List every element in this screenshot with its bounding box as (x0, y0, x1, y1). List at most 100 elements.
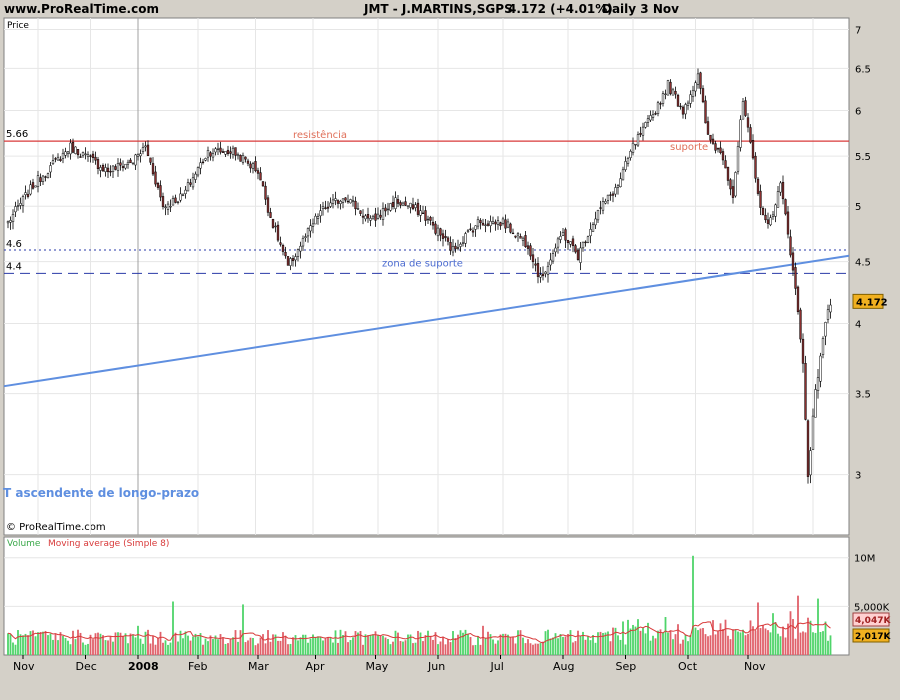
candle-body (234, 147, 237, 156)
volume-bar (799, 632, 802, 655)
volume-bar (187, 635, 189, 655)
volume-bar (419, 632, 422, 655)
volume-bar (542, 641, 544, 655)
volume-bar (409, 634, 412, 655)
x-tick-label: Feb (188, 660, 207, 673)
candle-body (441, 233, 445, 239)
volume-bar (619, 639, 622, 655)
volume-bar (462, 632, 464, 655)
candle-body (506, 221, 510, 228)
volume-bar (202, 644, 204, 655)
candle-body (211, 153, 215, 158)
candle-body (131, 162, 135, 164)
candle-body (261, 181, 265, 187)
volume-bar (737, 631, 739, 655)
candle-body (146, 144, 150, 157)
candle-body (656, 102, 660, 114)
volume-bar (479, 644, 482, 655)
candle-body (334, 198, 337, 201)
volume-bar (32, 630, 34, 655)
volume-bar (359, 631, 362, 655)
volume-bar (509, 637, 512, 655)
volume-bar (767, 630, 769, 655)
candle-body (799, 309, 802, 340)
candle-body (571, 238, 575, 246)
volume-bar (19, 634, 22, 655)
site-url[interactable]: www.ProRealTime.com (4, 2, 159, 16)
candle-body (126, 161, 130, 165)
volume-bar (739, 632, 742, 655)
volume-bar (537, 643, 539, 655)
volume-bar (452, 631, 454, 655)
volume-bar (577, 630, 579, 655)
volume-bar (459, 630, 462, 655)
candle-body (741, 101, 745, 120)
volume-bar (637, 619, 639, 655)
candle-body (734, 172, 737, 197)
volume-bar (777, 633, 779, 655)
volume-bar (317, 636, 319, 655)
volume-bar (807, 617, 809, 655)
candle-body (456, 247, 460, 249)
candle-body (344, 197, 347, 201)
candle-body (339, 201, 342, 204)
volume-bar (549, 638, 552, 655)
volume-bar (89, 634, 92, 655)
candle-body (369, 218, 372, 221)
volume-bar (337, 642, 339, 655)
candle-body (346, 200, 350, 203)
candle-body (479, 220, 482, 224)
volume-bar (734, 629, 737, 655)
candle-body (579, 247, 582, 263)
volume-bar (259, 637, 262, 655)
candle-body (701, 88, 705, 103)
volume-bar (164, 640, 167, 655)
volume-bar (297, 640, 299, 655)
candle-body (499, 222, 502, 227)
candle-body (244, 156, 247, 160)
volume-bar (14, 644, 17, 655)
candle-body (61, 152, 65, 159)
volume-bar (717, 631, 719, 655)
volume-bar (519, 630, 522, 655)
candle-body (51, 160, 55, 164)
volume-bar (732, 629, 734, 655)
volume-bar (534, 643, 537, 655)
candle-body (164, 206, 167, 209)
volume-bar (632, 624, 634, 655)
candle-body (216, 148, 220, 150)
candle-body (139, 153, 142, 157)
volume-bar (364, 634, 367, 655)
candle-body (151, 163, 155, 175)
volume-bar (449, 642, 452, 655)
candle-body (774, 204, 777, 217)
candle-body (391, 202, 395, 207)
candle-body (504, 219, 507, 229)
y-tick-label: 3.5 (855, 390, 871, 401)
volume-bar (707, 636, 709, 655)
volume-bar (567, 633, 569, 655)
volume-bar (454, 638, 457, 655)
volume-bar (122, 635, 124, 655)
candle-body (806, 420, 810, 477)
volume-bar (789, 611, 792, 655)
candle-body (621, 169, 625, 181)
volume-bar (422, 641, 424, 655)
volume-bar (624, 644, 627, 655)
volume-bar (332, 642, 334, 655)
volume-bar (502, 633, 504, 655)
volume-bar (774, 622, 777, 655)
candle-body (636, 134, 640, 146)
volume-bars (7, 555, 832, 655)
x-tick-label: Aug (553, 660, 574, 673)
volume-bar (667, 632, 669, 655)
volume-bar (594, 642, 597, 655)
volume-bar (179, 630, 182, 655)
candle-body (454, 245, 457, 250)
candle-body (291, 258, 295, 261)
candle-body (461, 242, 465, 244)
candle-body (86, 154, 90, 157)
volume-bar (24, 633, 27, 655)
candle-body (224, 151, 227, 155)
